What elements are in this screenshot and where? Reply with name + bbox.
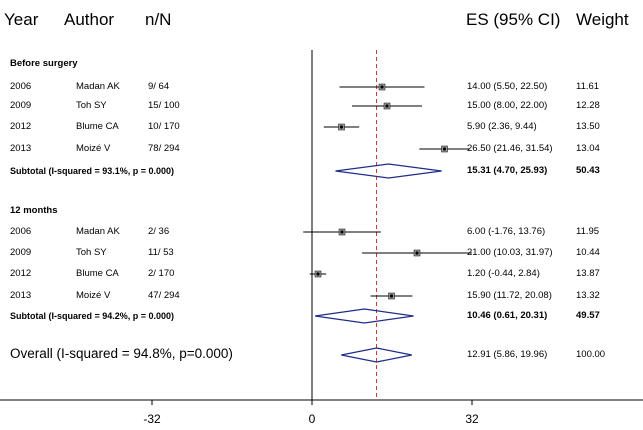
subtotal-diamond bbox=[335, 163, 442, 179]
study-n-over-n: 15/ 100 bbox=[148, 100, 180, 111]
study-author: Toh SY bbox=[76, 247, 107, 258]
study-weight: 11.95 bbox=[576, 226, 600, 237]
study-es-ci: 14.00 (5.50, 22.50) bbox=[467, 81, 548, 92]
overall-es-ci: 12.91 (5.86, 19.96) bbox=[467, 349, 548, 360]
study-point-estimate bbox=[389, 294, 394, 298]
study-n-over-n: 2/ 36 bbox=[148, 226, 170, 237]
study-es-ci: 5.90 (2.36, 9.44) bbox=[467, 121, 537, 132]
study-point-estimate bbox=[316, 272, 320, 276]
group-label-12-months: 12 months bbox=[10, 205, 58, 216]
study-year: 2012 bbox=[10, 121, 32, 132]
x-tick-label: 0 bbox=[308, 412, 316, 426]
author-header: Author bbox=[64, 10, 115, 29]
study-n-over-n: 10/ 170 bbox=[148, 121, 180, 132]
study-author: Blume CA bbox=[76, 121, 119, 132]
study-point-estimate bbox=[380, 85, 384, 89]
study-es-ci: 6.00 (-1.76, 13.76) bbox=[467, 226, 546, 237]
study-n-over-n: 2/ 170 bbox=[148, 268, 175, 279]
study-point-estimate bbox=[340, 230, 344, 234]
study-weight: 11.61 bbox=[576, 81, 600, 92]
study-author: Madan AK bbox=[76, 81, 120, 92]
subtotal-label: Subtotal (I-squared = 94.2%, p = 0.000) bbox=[10, 311, 175, 321]
weight-header: Weight bbox=[576, 10, 629, 29]
subtotal-diamond bbox=[314, 308, 414, 324]
study-year: 2013 bbox=[10, 143, 32, 154]
study-es-ci: 15.00 (8.00, 22.00) bbox=[467, 100, 548, 111]
study-point-estimate bbox=[415, 251, 419, 255]
overall-label: Overall (I-squared = 94.8%, p=0.000) bbox=[10, 346, 233, 361]
study-n-over-n: 11/ 53 bbox=[148, 247, 174, 258]
study-es-ci: 26.50 (21.46, 31.54) bbox=[467, 143, 553, 154]
study-year: 2009 bbox=[10, 247, 32, 258]
overall-diamond bbox=[341, 347, 412, 363]
study-weight: 13.50 bbox=[576, 121, 600, 132]
study-year: 2006 bbox=[10, 81, 32, 92]
study-weight: 10.44 bbox=[576, 247, 600, 258]
study-weight: 12.28 bbox=[576, 100, 600, 111]
study-author: Madan AK bbox=[76, 226, 120, 237]
study-author: Moizé V bbox=[76, 290, 111, 301]
study-weight: 13.32 bbox=[576, 290, 600, 301]
study-n-over-n: 47/ 294 bbox=[148, 290, 180, 301]
x-tick-label: 32 bbox=[465, 412, 479, 426]
study-author: Moizé V bbox=[76, 143, 111, 154]
overall-weight: 100.00 bbox=[576, 349, 606, 360]
study-es-ci: 15.90 (11.72, 20.08) bbox=[467, 290, 552, 301]
study-es-ci: 1.20 (-0.44, 2.84) bbox=[467, 268, 540, 279]
subtotal-label: Subtotal (I-squared = 93.1%, p = 0.000) bbox=[10, 166, 175, 176]
study-year: 2006 bbox=[10, 226, 32, 237]
study-author: Blume CA bbox=[76, 268, 119, 279]
study-n-over-n: 78/ 294 bbox=[148, 143, 180, 154]
study-point-estimate bbox=[442, 147, 447, 151]
study-year: 2009 bbox=[10, 100, 32, 111]
study-weight: 13.87 bbox=[576, 268, 600, 279]
subtotal-weight: 50.43 bbox=[576, 165, 600, 176]
study-point-estimate bbox=[385, 104, 389, 108]
n-over-n-header: n/N bbox=[145, 10, 172, 29]
study-point-estimate bbox=[339, 125, 344, 129]
subtotal-es-ci: 15.31 (4.70, 25.93) bbox=[467, 165, 548, 176]
year-header: Year bbox=[4, 10, 39, 29]
study-n-over-n: 9/ 64 bbox=[148, 81, 170, 92]
study-es-ci: 21.00 (10.03, 31.97) bbox=[467, 247, 553, 258]
x-tick-label: -32 bbox=[143, 412, 161, 426]
study-weight: 13.04 bbox=[576, 143, 600, 154]
es-ci-header: ES (95% CI) bbox=[466, 10, 561, 29]
study-author: Toh SY bbox=[76, 100, 107, 111]
group-label-before-surgery: Before surgery bbox=[10, 58, 78, 69]
study-year: 2012 bbox=[10, 268, 32, 279]
subtotal-es-ci: 10.46 (0.61, 20.31) bbox=[467, 310, 548, 321]
study-year: 2013 bbox=[10, 290, 32, 301]
subtotal-weight: 49.57 bbox=[576, 310, 600, 321]
